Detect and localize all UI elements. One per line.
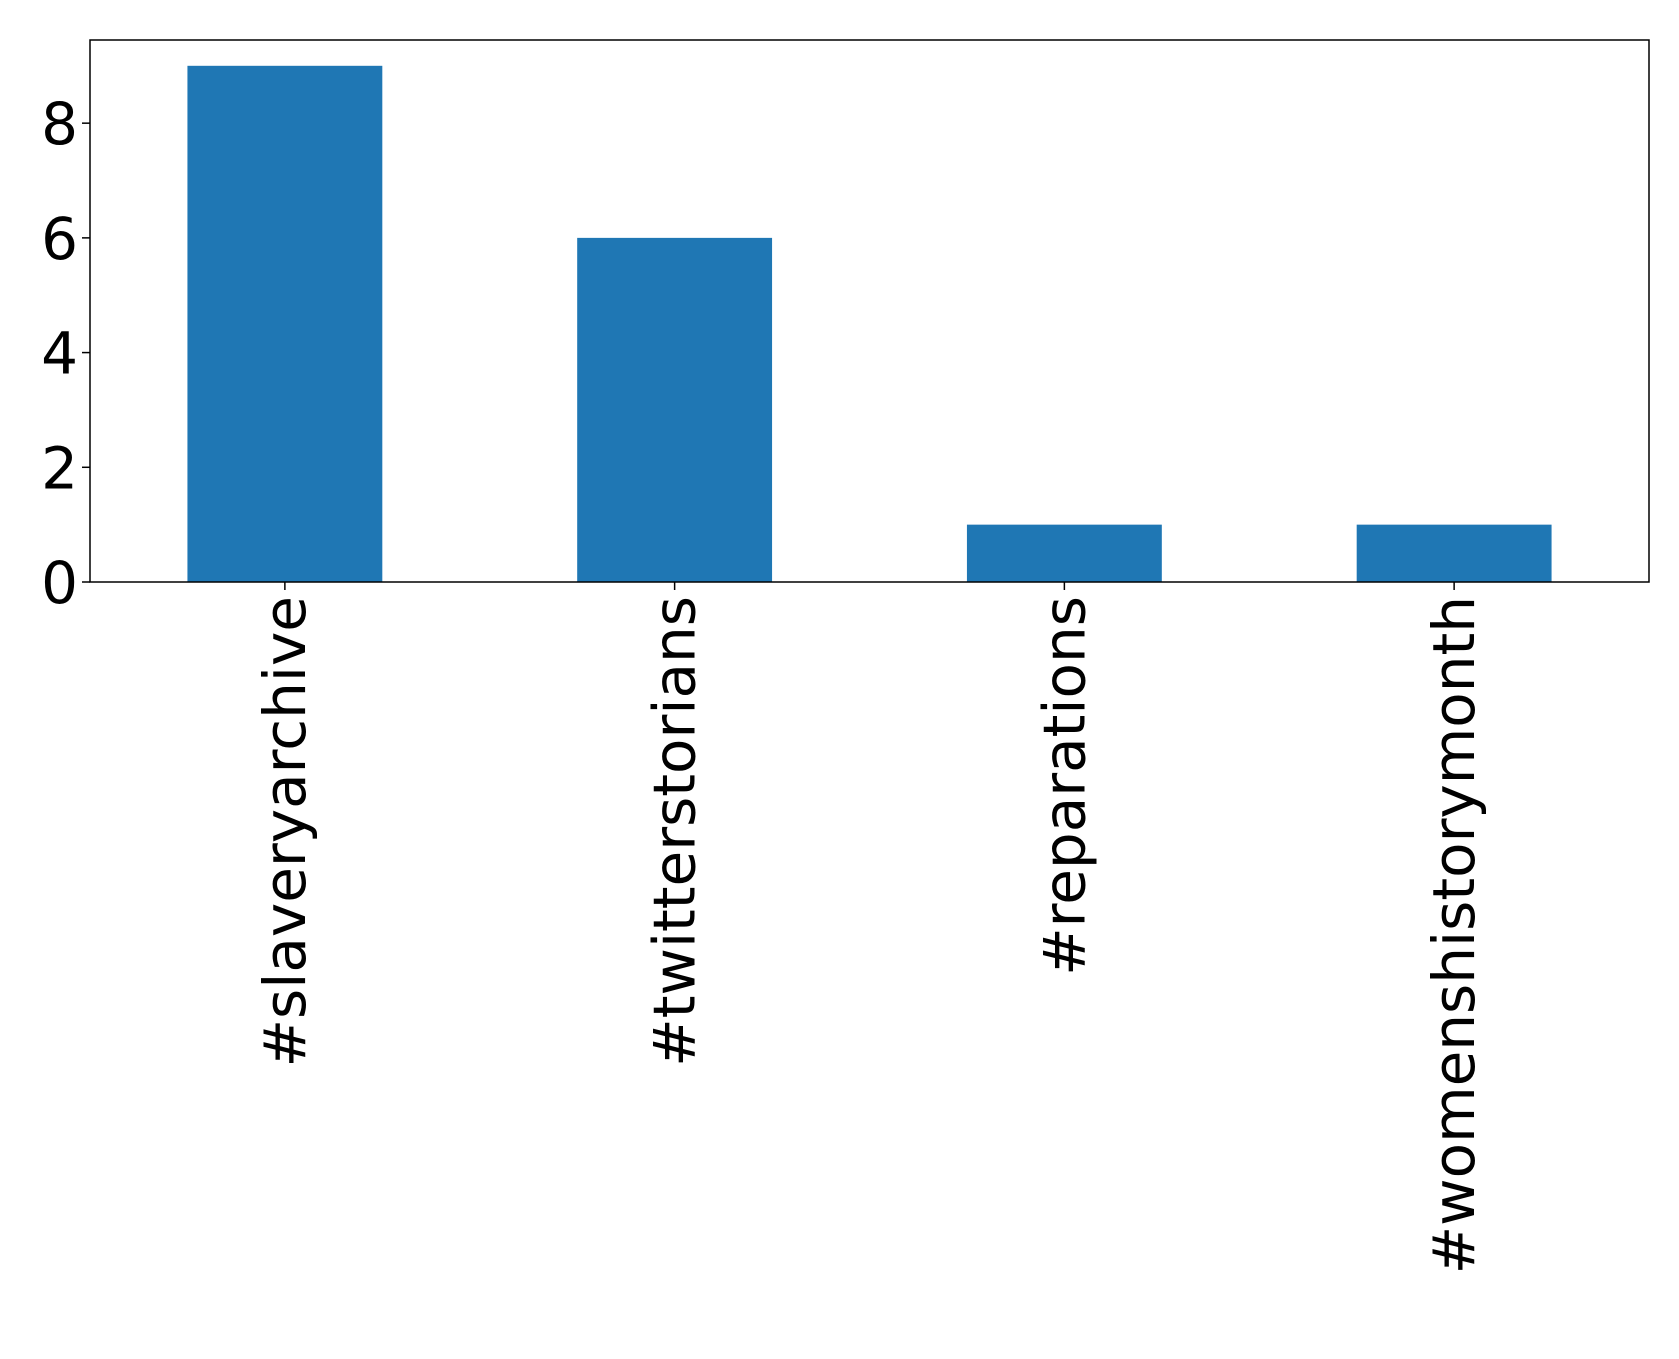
x-axis: #slaveryarchive #twitterstorians #reparati… bbox=[251, 582, 1488, 1274]
y-tick-label: 2 bbox=[41, 434, 78, 502]
bar-2 bbox=[966, 524, 1162, 582]
bar-3 bbox=[1356, 524, 1552, 582]
y-tick-label: 8 bbox=[41, 90, 78, 158]
bar-1 bbox=[577, 237, 773, 582]
y-tick-label: 0 bbox=[41, 549, 78, 617]
y-tick-label: 6 bbox=[41, 205, 78, 273]
x-tick-label: #reparations bbox=[1030, 596, 1098, 976]
plot-frame bbox=[89, 39, 1650, 583]
bar-0 bbox=[187, 65, 383, 583]
x-tick-label: #twitterstorians bbox=[641, 596, 709, 1067]
x-tick-label: #slaveryarchive bbox=[251, 596, 319, 1068]
x-tick-label: #womenshistorymonth bbox=[1420, 596, 1488, 1274]
bars-group bbox=[187, 65, 1552, 583]
y-tick-label: 4 bbox=[41, 320, 78, 388]
y-axis: 0 2 4 6 8 bbox=[41, 90, 90, 617]
